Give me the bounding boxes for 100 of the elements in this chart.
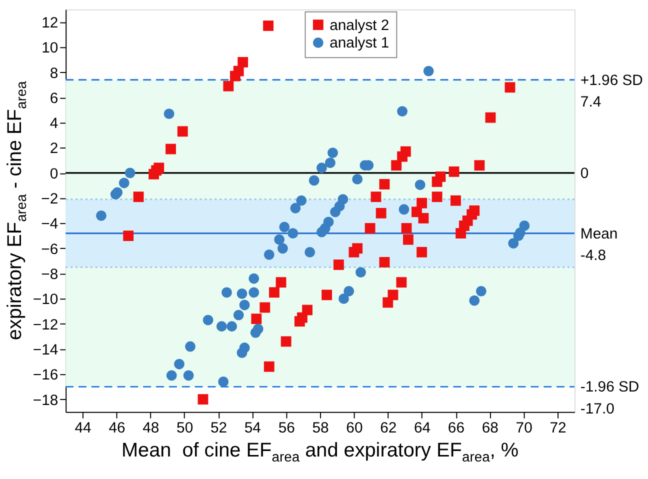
- point: [177, 126, 188, 137]
- point: [296, 195, 307, 206]
- point: [263, 20, 274, 31]
- point: [469, 295, 480, 306]
- y-tick-label: −2: [41, 192, 58, 208]
- x-tick-label: 58: [312, 420, 329, 436]
- point: [400, 146, 411, 157]
- point: [316, 162, 327, 174]
- point: [198, 394, 208, 405]
- point: [124, 168, 136, 178]
- x-tick-label: 70: [516, 420, 532, 436]
- point: [133, 192, 144, 202]
- point: [508, 238, 519, 249]
- ref-line-label: -1.96 SD -17.0: [580, 380, 640, 418]
- legend-label: analyst 2: [330, 18, 390, 34]
- point: [324, 158, 336, 168]
- point: [222, 287, 232, 298]
- point: [304, 246, 316, 258]
- point: [185, 341, 196, 352]
- point: [279, 222, 290, 232]
- point: [274, 234, 285, 245]
- point: [96, 210, 106, 221]
- y-tick-label: −8: [41, 267, 58, 284]
- point: [485, 112, 496, 123]
- x-tick-label: 64: [414, 420, 431, 436]
- point: [456, 228, 466, 239]
- point: [226, 321, 238, 332]
- x-tick-label: 50: [176, 420, 194, 436]
- point: [396, 277, 407, 288]
- point: [344, 286, 354, 296]
- point: [364, 223, 376, 234]
- point: [288, 228, 298, 238]
- point: [250, 327, 261, 338]
- x-tick-label: 66: [448, 420, 465, 436]
- point: [290, 202, 301, 214]
- y-axis-title: expiratory EFarea - cine EFarea: [4, 80, 29, 340]
- point: [248, 273, 260, 284]
- point: [260, 302, 270, 313]
- point: [322, 290, 332, 300]
- point: [239, 300, 250, 310]
- x-tick-label: 56: [278, 420, 295, 436]
- point: [448, 166, 460, 177]
- y-tick-label: −10: [32, 292, 58, 308]
- point: [264, 361, 274, 372]
- y-tick-label: −6: [41, 242, 58, 258]
- legend-label: analyst 1: [330, 36, 390, 52]
- y-tick-label: 2: [50, 141, 58, 158]
- point: [423, 66, 434, 76]
- point: [435, 171, 446, 182]
- point: [416, 246, 428, 258]
- point: [519, 220, 530, 231]
- x-tick-label: 44: [74, 420, 92, 436]
- y-tick-label: 12: [42, 15, 58, 32]
- x-tick-label: 54: [244, 420, 261, 436]
- point: [382, 297, 394, 308]
- y-tick-label: 4: [50, 116, 58, 132]
- point: [238, 57, 248, 68]
- y-tick-label: 10: [42, 40, 58, 57]
- y-tick-label: −18: [32, 392, 58, 409]
- ref-line-label: +1.96 SD 7.4: [580, 72, 644, 111]
- point: [166, 370, 177, 381]
- point: [323, 216, 334, 228]
- y-tick-label: 0: [50, 166, 58, 182]
- point: [294, 316, 305, 327]
- point: [216, 321, 227, 332]
- point: [264, 249, 274, 260]
- y-tick-label: −14: [32, 342, 58, 358]
- x-tick-label: 46: [108, 420, 126, 436]
- point: [356, 267, 366, 278]
- point: [476, 286, 486, 296]
- y-tick-label: −16: [32, 368, 58, 384]
- point: [166, 144, 176, 154]
- point: [391, 160, 402, 171]
- x-tick-label: 48: [142, 420, 160, 436]
- y-tick-label: −12: [32, 317, 58, 334]
- point: [401, 223, 412, 234]
- point: [333, 260, 344, 270]
- point: [379, 179, 390, 190]
- x-tick-label: 68: [482, 420, 498, 436]
- point: [416, 198, 428, 208]
- y-tick-label: 8: [50, 66, 58, 82]
- point: [118, 178, 130, 188]
- point: [348, 246, 360, 258]
- point: [504, 82, 516, 93]
- x-tick-label: 62: [380, 420, 397, 436]
- point: [338, 194, 348, 205]
- point: [233, 310, 244, 320]
- point: [276, 277, 286, 288]
- point: [376, 208, 386, 218]
- point: [432, 192, 442, 202]
- x-tick-label: 52: [210, 420, 228, 436]
- point: [450, 195, 461, 206]
- point: [308, 175, 320, 186]
- x-tick-label: 72: [550, 420, 566, 436]
- point: [183, 370, 194, 381]
- point: [398, 204, 410, 215]
- point: [474, 160, 485, 171]
- y-tick-label: −4: [41, 216, 58, 233]
- point: [218, 376, 229, 387]
- point: [236, 288, 248, 299]
